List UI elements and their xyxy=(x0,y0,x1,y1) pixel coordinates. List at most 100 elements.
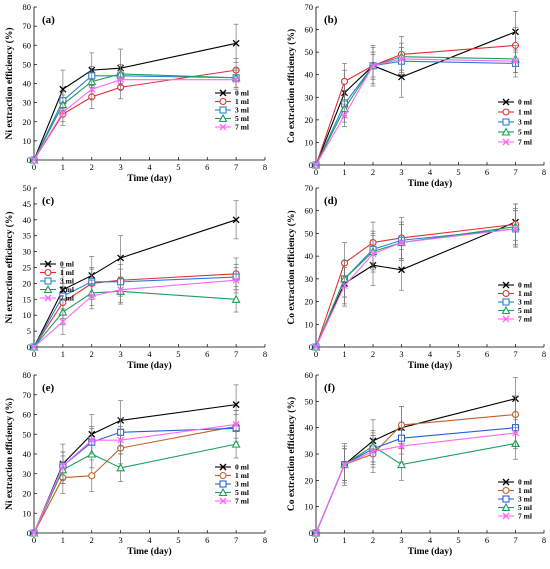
x-tick-label: 0 xyxy=(314,349,318,359)
legend-label: 7 ml xyxy=(235,123,249,132)
y-tick-label: 60 xyxy=(305,370,314,380)
data-point-stroke-b xyxy=(398,442,405,450)
y-tick-label: 30 xyxy=(305,274,314,284)
data-point xyxy=(369,447,377,455)
x-axis-title: Time (day) xyxy=(127,173,171,184)
data-point-stroke-b xyxy=(232,216,240,224)
legend-marker-stroke-b xyxy=(44,294,52,302)
x-axis-title: Time (day) xyxy=(408,360,452,371)
x-tick-label: 5 xyxy=(176,349,180,359)
x-tick-label: 4 xyxy=(428,167,433,177)
x-tick-label: 5 xyxy=(456,349,460,359)
y-tick-label: 20 xyxy=(305,297,314,307)
data-point xyxy=(30,156,38,164)
legend-marker xyxy=(501,305,511,315)
data-point-stroke-b xyxy=(88,292,96,300)
legend-label: 7 ml xyxy=(518,138,532,147)
legend-marker xyxy=(219,89,227,97)
x-tick-label: 6 xyxy=(485,349,489,359)
series xyxy=(312,377,519,537)
y-tick-label: 70 xyxy=(23,390,32,400)
legend: 0 ml1 ml3 ml5 ml7 ml xyxy=(498,98,532,147)
y-tick-label: 45 xyxy=(23,199,32,209)
data-point-stroke-b xyxy=(117,286,125,294)
legend-marker xyxy=(502,108,510,116)
x-tick-label: 2 xyxy=(371,167,375,177)
x-tick-label: 0 xyxy=(32,349,36,359)
series xyxy=(30,23,240,164)
data-point xyxy=(398,55,405,63)
data-point xyxy=(88,436,96,444)
series-line xyxy=(315,58,516,166)
data-point xyxy=(232,401,240,409)
y-tick-label: 40 xyxy=(305,251,314,261)
y-tick-label: 50 xyxy=(23,183,32,193)
legend-marker xyxy=(44,294,52,302)
x-tick-label: 0 xyxy=(314,167,318,177)
y-tick-label: 25 xyxy=(23,263,32,273)
series-line xyxy=(315,413,516,534)
data-point xyxy=(398,239,405,246)
data-point-stroke-b xyxy=(341,111,348,119)
y-tick-label: 60 xyxy=(305,206,314,216)
data-point xyxy=(117,76,125,84)
data-point xyxy=(340,77,349,86)
x-tick-label: 1 xyxy=(61,349,65,359)
data-point xyxy=(59,108,67,116)
y-tick-label: 30 xyxy=(23,469,32,479)
y-tick-label: 70 xyxy=(23,21,32,31)
data-point xyxy=(88,472,96,480)
x-tick-label: 7 xyxy=(513,167,517,177)
legend-marker xyxy=(502,138,510,146)
data-point-stroke-b xyxy=(341,282,348,290)
legend-label: 1 ml xyxy=(235,471,249,480)
y-tick-label: 30 xyxy=(23,247,32,257)
data-point-stroke-b xyxy=(369,62,377,70)
data-point xyxy=(59,318,67,326)
legend-label: 0 ml xyxy=(235,463,249,472)
data-point-stroke-b xyxy=(512,429,519,437)
y-tick-label: 40 xyxy=(23,449,32,459)
data-point-stroke-b xyxy=(232,276,240,284)
y-tick-label: 30 xyxy=(305,92,314,102)
legend-marker-stroke-b xyxy=(502,138,510,146)
data-point xyxy=(232,76,240,84)
series xyxy=(312,11,519,169)
legend-label: 0 ml xyxy=(518,98,532,107)
data-point xyxy=(369,62,377,70)
x-tick-label: 2 xyxy=(371,349,375,359)
x-tick-label: 1 xyxy=(61,535,65,545)
legend-label: 0 ml xyxy=(518,478,532,487)
legend-marker xyxy=(44,260,52,268)
data-point xyxy=(512,429,519,437)
y-tick-label: 20 xyxy=(23,117,32,127)
data-point xyxy=(116,463,126,472)
data-point-stroke-b xyxy=(341,461,348,468)
y-tick-label: 50 xyxy=(305,47,314,57)
series xyxy=(312,47,519,169)
y-axis-title: Co extraction efficiency (%) xyxy=(286,210,297,324)
y-tick-label: 50 xyxy=(23,59,32,69)
legend-label: 7 ml xyxy=(235,497,249,506)
x-axis-title: Time (day) xyxy=(127,360,171,371)
data-point xyxy=(312,161,320,169)
legend-label: 7 ml xyxy=(60,294,74,303)
data-point xyxy=(312,343,320,351)
data-point-stroke-b xyxy=(512,225,519,233)
x-tick-label: 2 xyxy=(90,162,94,172)
data-point xyxy=(232,39,240,47)
x-tick-label: 8 xyxy=(263,349,267,359)
data-point xyxy=(59,462,67,470)
x-tick-label: 0 xyxy=(32,535,36,545)
legend-marker-stroke-b xyxy=(502,98,510,106)
legend-label: 0 ml xyxy=(60,260,74,269)
data-point-stroke-b xyxy=(398,239,405,246)
legend-marker xyxy=(219,106,227,114)
data-point xyxy=(312,529,320,537)
legend-label: 0 ml xyxy=(518,281,532,290)
x-axis-title: Time (day) xyxy=(408,546,452,557)
data-point xyxy=(30,529,38,537)
